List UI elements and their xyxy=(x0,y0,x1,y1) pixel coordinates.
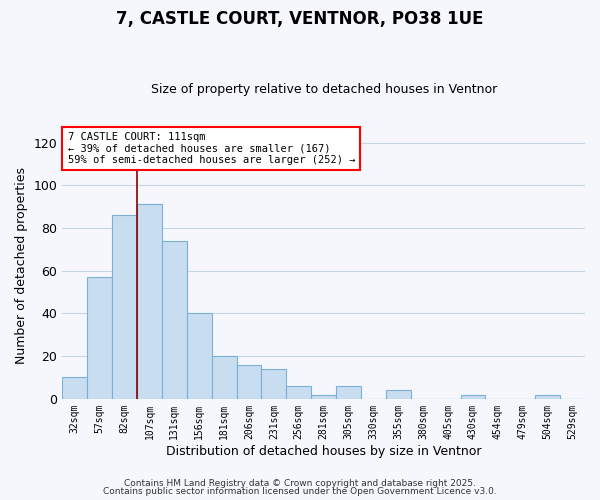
Bar xyxy=(262,369,286,399)
Bar xyxy=(336,386,361,399)
Bar xyxy=(187,314,212,399)
Text: Contains public sector information licensed under the Open Government Licence v3: Contains public sector information licen… xyxy=(103,487,497,496)
Bar xyxy=(87,277,112,399)
Bar xyxy=(535,394,560,399)
Y-axis label: Number of detached properties: Number of detached properties xyxy=(15,167,28,364)
Text: 7 CASTLE COURT: 111sqm
← 39% of detached houses are smaller (167)
59% of semi-de: 7 CASTLE COURT: 111sqm ← 39% of detached… xyxy=(68,132,355,165)
Bar xyxy=(62,378,87,399)
Bar xyxy=(311,394,336,399)
Bar xyxy=(162,241,187,399)
Text: 7, CASTLE COURT, VENTNOR, PO38 1UE: 7, CASTLE COURT, VENTNOR, PO38 1UE xyxy=(116,10,484,28)
Text: Contains HM Land Registry data © Crown copyright and database right 2025.: Contains HM Land Registry data © Crown c… xyxy=(124,478,476,488)
X-axis label: Distribution of detached houses by size in Ventnor: Distribution of detached houses by size … xyxy=(166,444,481,458)
Bar xyxy=(236,364,262,399)
Bar xyxy=(286,386,311,399)
Bar xyxy=(212,356,236,399)
Bar xyxy=(112,215,137,399)
Bar xyxy=(137,204,162,399)
Bar xyxy=(461,394,485,399)
Bar xyxy=(386,390,411,399)
Title: Size of property relative to detached houses in Ventnor: Size of property relative to detached ho… xyxy=(151,83,497,96)
